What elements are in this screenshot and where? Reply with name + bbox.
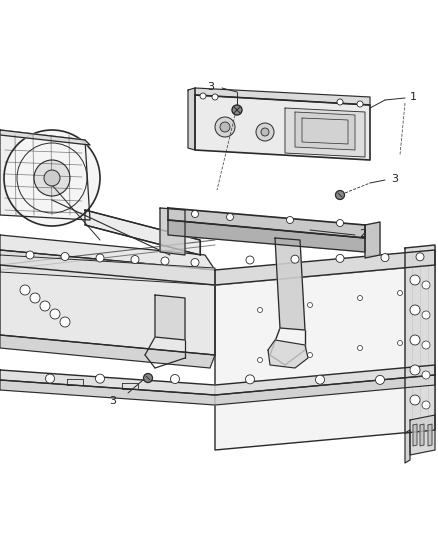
Circle shape bbox=[226, 214, 233, 221]
Polygon shape bbox=[168, 208, 365, 238]
Circle shape bbox=[422, 281, 430, 289]
Polygon shape bbox=[405, 430, 410, 463]
Circle shape bbox=[34, 160, 70, 196]
Circle shape bbox=[212, 94, 218, 100]
Circle shape bbox=[46, 374, 54, 383]
Text: 3: 3 bbox=[110, 396, 117, 406]
Circle shape bbox=[191, 259, 199, 266]
Circle shape bbox=[422, 371, 430, 379]
Circle shape bbox=[410, 365, 420, 375]
Polygon shape bbox=[275, 238, 305, 330]
Circle shape bbox=[191, 211, 198, 217]
Circle shape bbox=[381, 254, 389, 262]
Polygon shape bbox=[0, 265, 215, 355]
Circle shape bbox=[422, 341, 430, 349]
Circle shape bbox=[398, 341, 403, 345]
Circle shape bbox=[232, 105, 242, 115]
Polygon shape bbox=[215, 250, 435, 285]
Circle shape bbox=[215, 117, 235, 137]
Polygon shape bbox=[155, 295, 185, 340]
Polygon shape bbox=[160, 208, 185, 255]
Polygon shape bbox=[405, 245, 435, 433]
Circle shape bbox=[410, 305, 420, 315]
Polygon shape bbox=[0, 335, 215, 368]
Circle shape bbox=[200, 93, 206, 99]
Polygon shape bbox=[410, 415, 435, 455]
Circle shape bbox=[95, 374, 105, 383]
Polygon shape bbox=[420, 424, 424, 446]
Circle shape bbox=[357, 101, 363, 107]
Polygon shape bbox=[295, 112, 355, 150]
Circle shape bbox=[246, 375, 254, 384]
Circle shape bbox=[258, 358, 262, 362]
Circle shape bbox=[144, 374, 152, 383]
Circle shape bbox=[50, 309, 60, 319]
Polygon shape bbox=[365, 222, 380, 258]
Text: 3: 3 bbox=[208, 82, 215, 92]
Circle shape bbox=[26, 251, 34, 259]
Circle shape bbox=[422, 401, 430, 409]
Circle shape bbox=[337, 99, 343, 105]
Circle shape bbox=[357, 345, 363, 351]
Circle shape bbox=[4, 130, 100, 226]
Circle shape bbox=[44, 170, 60, 186]
Polygon shape bbox=[285, 108, 365, 157]
Text: 3: 3 bbox=[392, 174, 399, 184]
Circle shape bbox=[61, 253, 69, 261]
Circle shape bbox=[246, 256, 254, 264]
Circle shape bbox=[40, 301, 50, 311]
Circle shape bbox=[336, 254, 344, 262]
Circle shape bbox=[20, 285, 30, 295]
Circle shape bbox=[410, 335, 420, 345]
Polygon shape bbox=[0, 365, 435, 395]
Circle shape bbox=[30, 293, 40, 303]
Polygon shape bbox=[188, 88, 195, 150]
Circle shape bbox=[256, 123, 274, 141]
Circle shape bbox=[60, 317, 70, 327]
Circle shape bbox=[357, 295, 363, 301]
Circle shape bbox=[422, 311, 430, 319]
Polygon shape bbox=[413, 424, 417, 446]
Polygon shape bbox=[0, 130, 90, 145]
Text: 1: 1 bbox=[410, 92, 417, 102]
Polygon shape bbox=[0, 250, 215, 285]
Circle shape bbox=[131, 255, 139, 263]
Circle shape bbox=[398, 290, 403, 295]
Circle shape bbox=[96, 254, 104, 262]
Polygon shape bbox=[0, 235, 215, 270]
Polygon shape bbox=[428, 424, 432, 446]
Polygon shape bbox=[268, 340, 308, 368]
Circle shape bbox=[315, 375, 325, 384]
Circle shape bbox=[307, 352, 312, 358]
Circle shape bbox=[307, 303, 312, 308]
Circle shape bbox=[161, 257, 169, 265]
Polygon shape bbox=[85, 210, 200, 255]
Text: 2: 2 bbox=[360, 229, 367, 239]
Polygon shape bbox=[168, 220, 365, 252]
Circle shape bbox=[258, 308, 262, 312]
Polygon shape bbox=[215, 265, 435, 450]
Circle shape bbox=[410, 275, 420, 285]
Circle shape bbox=[291, 255, 299, 263]
Polygon shape bbox=[195, 95, 370, 160]
Circle shape bbox=[220, 122, 230, 132]
Polygon shape bbox=[195, 88, 370, 105]
Polygon shape bbox=[0, 255, 215, 285]
Polygon shape bbox=[0, 130, 90, 220]
Circle shape bbox=[416, 253, 424, 261]
Circle shape bbox=[286, 216, 293, 223]
Circle shape bbox=[336, 220, 343, 227]
Circle shape bbox=[336, 190, 345, 199]
Circle shape bbox=[410, 395, 420, 405]
Circle shape bbox=[170, 375, 180, 384]
Circle shape bbox=[261, 128, 269, 136]
Polygon shape bbox=[0, 375, 435, 405]
Circle shape bbox=[375, 375, 385, 384]
